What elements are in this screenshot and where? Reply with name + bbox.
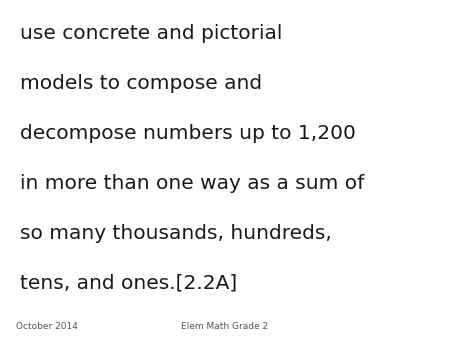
Text: so many thousands, hundreds,: so many thousands, hundreds, <box>20 224 332 243</box>
Text: tens, and ones.[2.2A]: tens, and ones.[2.2A] <box>20 274 238 293</box>
Text: decompose numbers up to 1,200: decompose numbers up to 1,200 <box>20 124 356 143</box>
Text: use concrete and pictorial: use concrete and pictorial <box>20 24 283 43</box>
Text: Elem Math Grade 2: Elem Math Grade 2 <box>181 322 269 331</box>
Text: in more than one way as a sum of: in more than one way as a sum of <box>20 174 364 193</box>
Text: October 2014: October 2014 <box>16 322 77 331</box>
Text: models to compose and: models to compose and <box>20 74 262 93</box>
